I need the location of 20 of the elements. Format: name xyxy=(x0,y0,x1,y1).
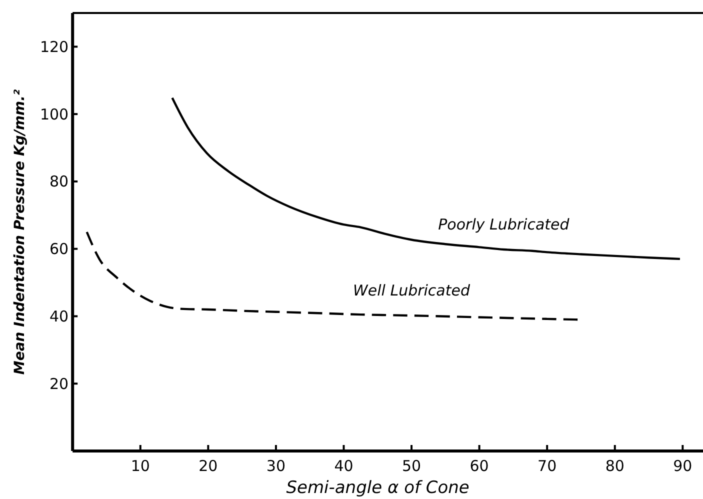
x-tick-label: 70 xyxy=(538,457,557,475)
y-tick-label: 100 xyxy=(40,105,69,124)
series-label: Well Lubricated xyxy=(353,282,470,300)
x-tick-label: 60 xyxy=(470,457,489,475)
x-tick-label: 10 xyxy=(130,457,150,475)
x-tick-label: 80 xyxy=(605,457,624,475)
y-axis-title: Mean Indentation Pressure Kg/mm.² xyxy=(12,88,28,375)
x-axis-title: Semi-angle α of Cone xyxy=(286,478,470,498)
y-tick-label: 20 xyxy=(50,374,69,393)
x-tick-label: 50 xyxy=(402,457,422,475)
series-label: Poorly Lubricated xyxy=(438,216,570,234)
y-tick-label: 80 xyxy=(50,172,69,191)
y-tick-label: 60 xyxy=(50,240,69,258)
x-tick-label: 90 xyxy=(673,457,692,475)
y-tick-label: 120 xyxy=(40,38,69,56)
x-tick-label: 20 xyxy=(198,457,218,475)
x-tick-label: 40 xyxy=(334,457,354,475)
line-series xyxy=(171,96,682,260)
y-tick-label: 40 xyxy=(50,307,69,326)
x-tick-label: 30 xyxy=(266,457,286,475)
